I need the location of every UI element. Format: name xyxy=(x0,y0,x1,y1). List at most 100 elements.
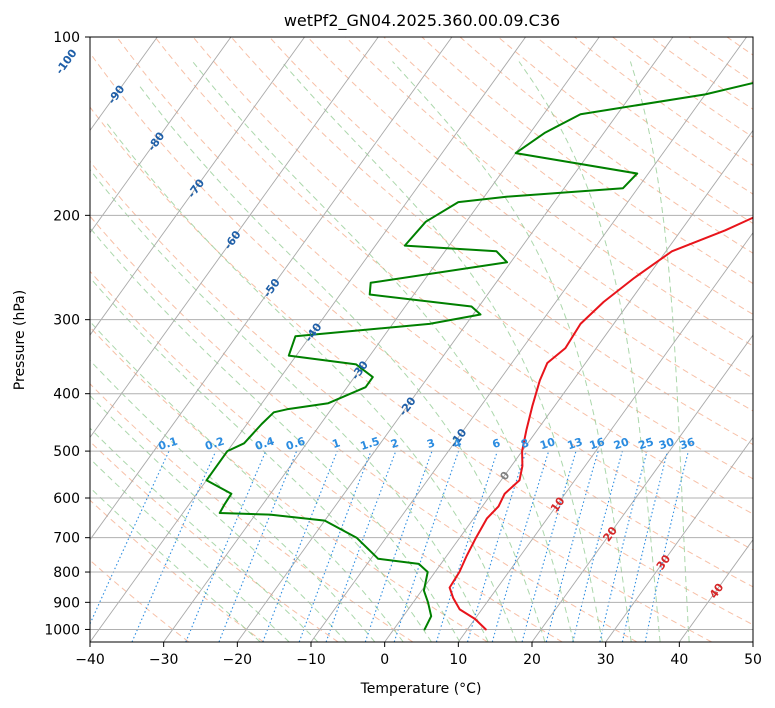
dry-adiabat-line xyxy=(90,383,414,642)
isotherm-line xyxy=(457,231,753,642)
y-tick-label: 1000 xyxy=(44,622,80,638)
moist-adiabat-line xyxy=(90,394,347,642)
dry-adiabat-line xyxy=(497,37,753,224)
mixing-ratio-label: 2 xyxy=(389,436,400,451)
dry-adiabat-line xyxy=(307,37,753,379)
moist-adiabat-line xyxy=(137,83,546,642)
y-tick-label: 300 xyxy=(53,313,80,329)
mixing-ratio-label: 0.6 xyxy=(284,434,307,452)
x-tick-label: −20 xyxy=(223,652,253,668)
pressure-gridlines xyxy=(90,37,753,630)
moist-adiabat-line xyxy=(518,61,661,642)
mixing-ratio-line xyxy=(644,450,689,642)
y-tick-label: 900 xyxy=(53,595,80,611)
profile-series xyxy=(205,81,753,631)
mixing-ratio-line xyxy=(545,450,599,642)
mixing-ratio-label: 36 xyxy=(678,435,697,452)
mixing-ratio-label: 13 xyxy=(566,435,585,452)
x-axis-label: Temperature (°C) xyxy=(360,681,482,697)
mixing-ratio-label: 3 xyxy=(425,436,436,451)
chart-title: wetPf2_GN04.2025.360.00.09.C36 xyxy=(284,11,560,31)
plot-frame xyxy=(89,36,754,643)
x-axis: −40 −30 −20 −10 0 10 20 30 40 50 xyxy=(75,642,762,668)
isotherm-line xyxy=(90,37,526,642)
mixing-ratio-line xyxy=(325,450,397,642)
y-tick-label: 500 xyxy=(53,444,80,460)
dry-adiabat-line xyxy=(574,37,753,166)
x-tick-label: 0 xyxy=(380,652,389,668)
mixing-ratio-label: 0.4 xyxy=(253,434,276,452)
mixing-ratio-label: 4 xyxy=(452,436,464,451)
mixing-ratio-line xyxy=(466,450,527,642)
moist-adiabat-line xyxy=(90,320,404,642)
thermo-background-lines xyxy=(90,37,753,642)
mixing-ratio-line xyxy=(393,450,460,642)
mixing-ratio-label: 0.2 xyxy=(203,435,226,453)
mixing-ratio-label: 0.1 xyxy=(157,435,180,453)
x-tick-label: 20 xyxy=(523,652,541,668)
mixing-ratio-line xyxy=(599,450,648,642)
x-tick-label: 10 xyxy=(449,652,467,668)
dry-adiabat-line xyxy=(536,37,753,195)
isotherm-line xyxy=(605,436,753,642)
moist-adiabat-line xyxy=(90,359,376,642)
dry-adiabat-line xyxy=(90,326,488,642)
moist-adiabat-line xyxy=(90,227,461,642)
y-tick-label: 600 xyxy=(53,491,80,507)
moist-adiabat-line xyxy=(392,61,632,642)
isotherm-line xyxy=(90,37,453,541)
dry-adiabat-line xyxy=(269,37,753,412)
x-tick-label: −10 xyxy=(296,652,326,668)
moist-adiabat-line xyxy=(90,486,261,642)
mixing-ratio-label: 1 xyxy=(331,436,342,451)
mixing-ratio-line xyxy=(185,450,267,642)
isotherm-line xyxy=(163,37,600,642)
moist-adiabat-line xyxy=(90,427,319,642)
mixing-ratio-label: 16 xyxy=(588,435,607,452)
y-tick-label: 700 xyxy=(53,531,80,547)
isotherm-line xyxy=(531,334,753,642)
mixing-ratio-line xyxy=(90,450,170,626)
dry-adiabat-line xyxy=(345,37,753,347)
dry-adiabat-line xyxy=(90,52,753,588)
isotherm-line xyxy=(310,37,747,642)
dry-adiabat-line xyxy=(116,37,753,551)
y-tick-label: 200 xyxy=(53,208,80,224)
mixing-ratio-line xyxy=(621,450,669,642)
x-tick-label: 40 xyxy=(670,652,688,668)
isotherm-line xyxy=(384,129,753,642)
y-tick-label: 400 xyxy=(53,387,80,403)
mixing-ratio-label: 10 xyxy=(538,435,557,452)
x-tick-label: −40 xyxy=(75,652,105,668)
mixing-ratio-label: 6 xyxy=(491,436,503,451)
moist-adiabat-line xyxy=(629,61,690,642)
moist-adiabat-line xyxy=(192,61,575,642)
mixing-ratio-line xyxy=(435,450,498,642)
mixing-ratio-label: 25 xyxy=(637,435,656,452)
mixing-ratio-label: 30 xyxy=(657,435,676,452)
mixing-ratio-line xyxy=(572,450,623,642)
dry-adiabat-line xyxy=(90,215,638,642)
x-tick-label: 30 xyxy=(597,652,615,668)
dry-adiabat-line xyxy=(154,37,753,515)
isotherm-line xyxy=(90,37,305,336)
mixing-ratio-label: 1.5 xyxy=(359,435,382,453)
x-tick-label: −30 xyxy=(149,652,179,668)
y-tick-label: 800 xyxy=(53,565,80,581)
isotherm-line xyxy=(236,37,674,642)
isotherm-line xyxy=(678,538,753,642)
moist-adiabat-line xyxy=(106,123,517,642)
mixing-ratio-line xyxy=(131,450,217,642)
moist-adiabat-line xyxy=(90,277,432,642)
mixing-ratio-label: 8 xyxy=(519,436,530,451)
y-tick-label: 100 xyxy=(53,30,80,46)
isotherm-line xyxy=(90,37,379,439)
dry-adiabat-line xyxy=(90,160,712,642)
dry-adiabat-line xyxy=(230,37,753,446)
temperature-profile-line xyxy=(448,216,753,631)
mixing-ratio-line xyxy=(491,450,550,642)
mixing-ratio-line xyxy=(521,450,577,642)
mixing-ratio-line xyxy=(364,450,433,642)
y-axis: 100 200 300 400 500 600 700 800 900 1000 xyxy=(44,30,90,638)
